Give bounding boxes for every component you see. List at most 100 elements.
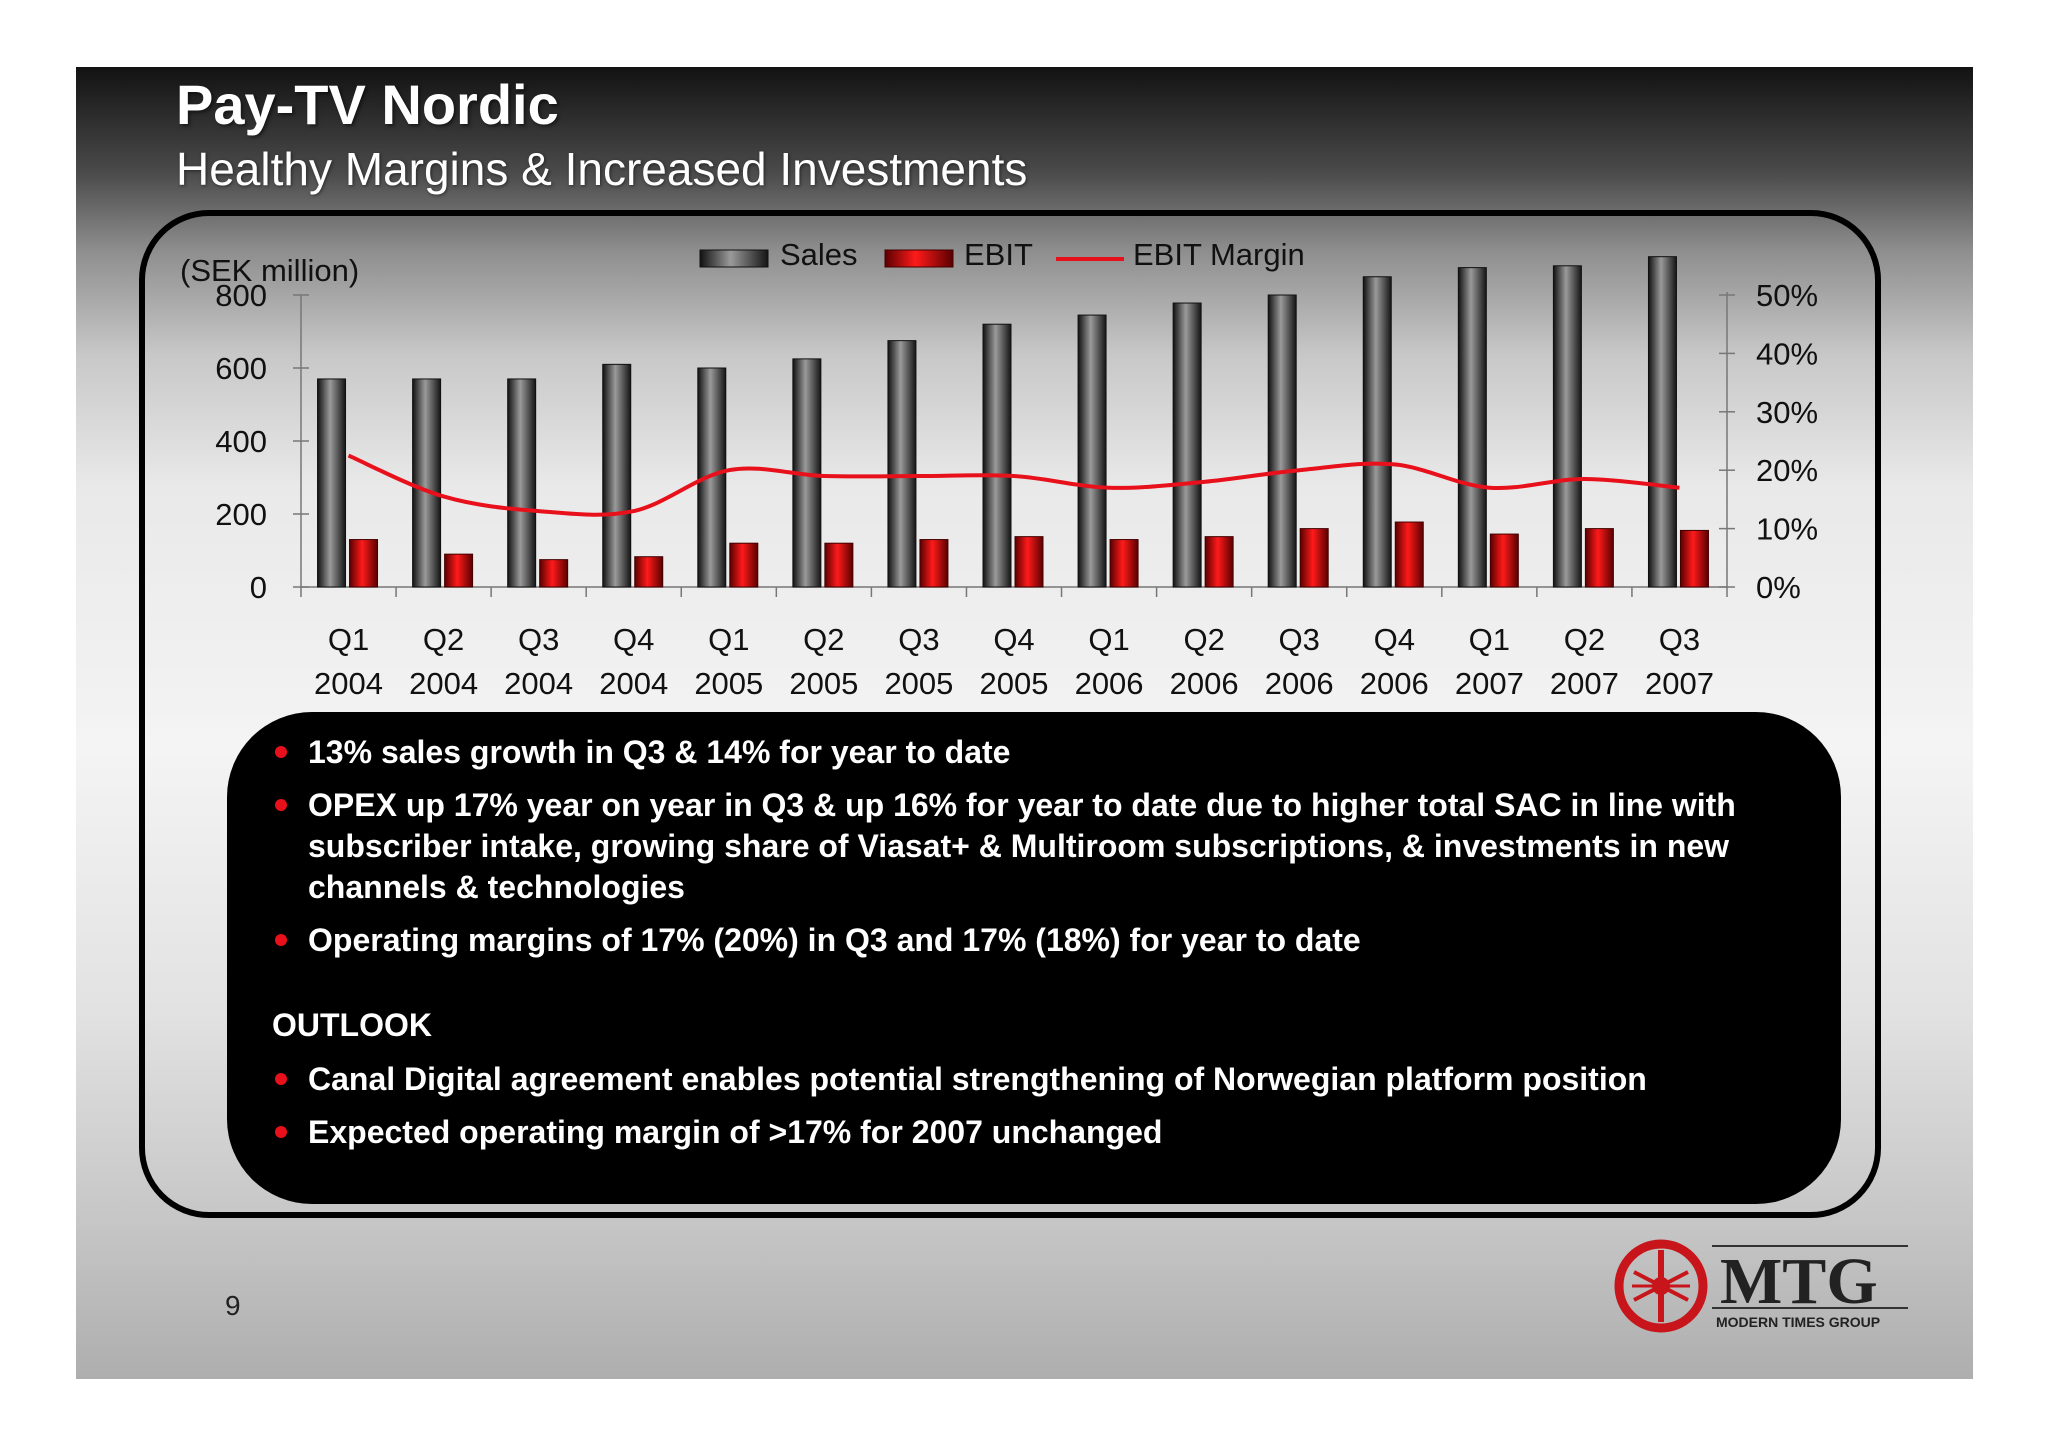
x-axis-label-year: 2004 xyxy=(314,666,383,701)
logo-wordmark: MTG xyxy=(1720,1245,1878,1318)
x-axis-label-quarter: Q2 xyxy=(803,622,844,657)
bullet-item: Canal Digital agreement enables potentia… xyxy=(272,1059,1801,1100)
right-axis-tick-label: 50% xyxy=(1756,278,1818,313)
x-axis-label-quarter: Q4 xyxy=(993,622,1034,657)
bullet-dot-icon xyxy=(275,1126,287,1138)
bullet-item: Operating margins of 17% (20%) in Q3 and… xyxy=(272,920,1801,961)
ebit-margin-line xyxy=(347,453,1680,517)
right-axis-tick-label: 30% xyxy=(1756,395,1818,430)
x-axis-label-year: 2005 xyxy=(980,666,1049,701)
y-axis-unit-label: (SEK million) xyxy=(180,253,359,288)
ebit-bar xyxy=(919,539,949,588)
sales-bar xyxy=(1647,256,1677,588)
outlook-heading: OUTLOOK xyxy=(272,1007,432,1043)
sales-bar xyxy=(1077,314,1107,588)
legend-margin-label: EBIT Margin xyxy=(1133,237,1305,272)
bullet-dot-icon xyxy=(275,934,287,946)
bullet-item: OPEX up 17% year on year in Q3 & up 16% … xyxy=(272,785,1801,908)
logo-tagline: MODERN TIMES GROUP xyxy=(1716,1314,1880,1330)
x-axis-label-quarter: Q4 xyxy=(1374,622,1415,657)
page-number: 9 xyxy=(225,1290,241,1321)
sales-bar xyxy=(1457,267,1487,588)
ebit-bar xyxy=(1584,528,1614,588)
x-axis-label-quarter: Q1 xyxy=(328,622,369,657)
x-axis-label-quarter: Q2 xyxy=(1564,622,1605,657)
ebit-bar xyxy=(824,542,854,588)
sales-bar xyxy=(507,378,537,588)
sales-bar xyxy=(1172,302,1202,588)
legend-ebit-label: EBIT xyxy=(964,237,1033,272)
mtg-logo: MTG MODERN TIMES GROUP xyxy=(1614,1239,1908,1333)
ebit-bar xyxy=(634,556,664,588)
x-axis-label-year: 2005 xyxy=(694,666,763,701)
x-axis-label-year: 2004 xyxy=(504,666,573,701)
x-axis-label-quarter: Q4 xyxy=(613,622,654,657)
x-axis-label-quarter: Q3 xyxy=(1279,622,1320,657)
sales-bar xyxy=(887,340,917,588)
commentary-box: 13% sales growth in Q3 & 14% for year to… xyxy=(227,712,1841,1204)
bullet-dot-icon xyxy=(275,799,287,811)
ebit-bar xyxy=(1204,536,1234,588)
right-axis-tick-label: 40% xyxy=(1756,336,1818,371)
sales-bar xyxy=(412,378,442,588)
x-axis-label-year: 2006 xyxy=(1360,666,1429,701)
left-axis-tick-label: 0 xyxy=(250,570,267,605)
right-axis-tick-label: 10% xyxy=(1756,512,1818,547)
right-axis-tick-label: 0% xyxy=(1756,570,1801,605)
x-axis-label-year: 2007 xyxy=(1550,666,1619,701)
left-axis-tick-label: 400 xyxy=(215,424,267,459)
x-axis-label-year: 2005 xyxy=(789,666,858,701)
left-axis-tick-label: 200 xyxy=(215,497,267,532)
ebit-bar xyxy=(1299,528,1329,588)
legend-sales-swatch xyxy=(699,249,769,268)
bullet-dot-icon xyxy=(275,746,287,758)
legend-sales-label: Sales xyxy=(780,237,858,272)
x-axis-label-year: 2007 xyxy=(1455,666,1524,701)
x-axis-label-quarter: Q3 xyxy=(518,622,559,657)
bullet-item: Expected operating margin of >17% for 20… xyxy=(272,1112,1801,1153)
right-axis-tick-label: 20% xyxy=(1756,453,1818,488)
ebit-bar xyxy=(1014,536,1044,588)
x-axis-label-year: 2006 xyxy=(1170,666,1239,701)
bullet-list: 13% sales growth in Q3 & 14% for year to… xyxy=(272,732,1801,961)
x-axis-label-year: 2004 xyxy=(599,666,668,701)
slide-title: Pay-TV Nordic xyxy=(176,73,559,136)
x-axis-label-year: 2006 xyxy=(1075,666,1144,701)
outlook-list: Canal Digital agreement enables potentia… xyxy=(272,1059,1801,1153)
bullet-item: 13% sales growth in Q3 & 14% for year to… xyxy=(272,732,1801,773)
ebit-bar xyxy=(729,542,759,588)
x-axis-label-quarter: Q1 xyxy=(1469,622,1510,657)
ebit-bar xyxy=(1109,539,1139,588)
ebit-bar xyxy=(349,539,379,588)
ebit-bar xyxy=(1489,533,1519,588)
x-axis-label-year: 2004 xyxy=(409,666,478,701)
ebit-bar xyxy=(539,559,569,588)
left-axis-tick-label: 600 xyxy=(215,351,267,386)
x-axis-label-quarter: Q3 xyxy=(1659,622,1700,657)
x-axis-label-quarter: Q3 xyxy=(898,622,939,657)
x-axis-label-quarter: Q1 xyxy=(1088,622,1129,657)
sales-bar xyxy=(602,363,632,588)
x-axis-label-quarter: Q2 xyxy=(1183,622,1224,657)
slide-subtitle: Healthy Margins & Increased Investments xyxy=(176,143,1028,195)
sales-bar xyxy=(1552,265,1582,588)
sales-bar xyxy=(697,367,727,588)
sales-bar xyxy=(1267,294,1297,588)
ebit-bar xyxy=(1679,529,1709,588)
sales-bar xyxy=(1362,276,1392,588)
x-axis-label-year: 2006 xyxy=(1265,666,1334,701)
chart-frame xyxy=(139,210,1881,1218)
x-axis-label-quarter: Q2 xyxy=(423,622,464,657)
sales-bar xyxy=(317,378,347,588)
sales-bar xyxy=(982,323,1012,588)
ebit-bar xyxy=(1394,521,1424,588)
legend-ebit-swatch xyxy=(884,249,954,268)
x-axis-label-quarter: Q1 xyxy=(708,622,749,657)
left-axis-tick-label: 800 xyxy=(215,278,267,313)
logo-ring-icon xyxy=(1614,1239,1708,1333)
bullet-dot-icon xyxy=(275,1073,287,1085)
x-axis-label-year: 2005 xyxy=(884,666,953,701)
x-axis-label-year: 2007 xyxy=(1645,666,1714,701)
ebit-bar xyxy=(444,553,474,588)
